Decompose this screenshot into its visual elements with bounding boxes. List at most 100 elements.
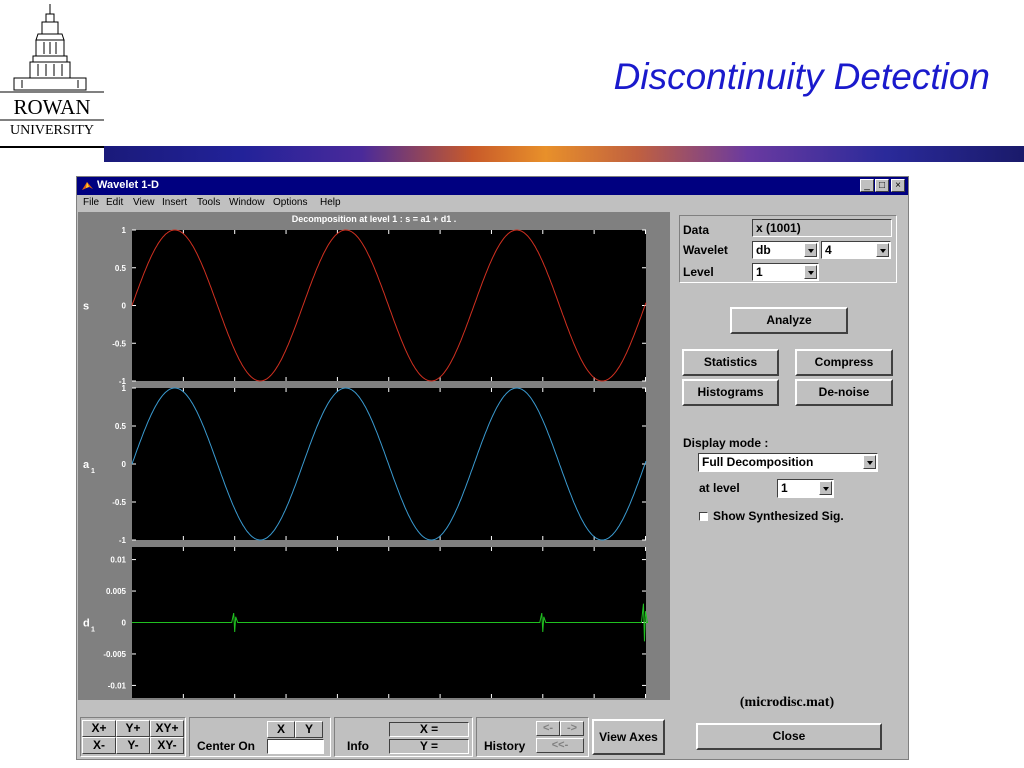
ylabel-s: s <box>83 301 89 313</box>
xtick-label: 800 <box>536 701 550 702</box>
ytick-label: -0.01 <box>108 681 127 690</box>
ylabel-d1: d <box>83 618 90 630</box>
menubar: File Edit View Insert Tools Window Optio… <box>77 195 908 212</box>
xtick-label: 700 <box>485 701 499 702</box>
ytick-label: -1 <box>119 536 127 545</box>
show-synth-label: Show Synthesized Sig. <box>713 509 844 523</box>
analyze-button[interactable]: Analyze <box>730 307 848 334</box>
zoom-xyminus-button[interactable]: XY- <box>150 737 184 754</box>
chevron-down-icon[interactable] <box>804 243 817 257</box>
ytick-label: 0 <box>122 619 127 628</box>
chevron-down-icon[interactable] <box>804 265 817 279</box>
histograms-button[interactable]: Histograms <box>682 379 779 406</box>
chevron-down-icon[interactable] <box>876 243 889 257</box>
window-title: Wavelet 1-D <box>97 179 159 191</box>
zoom-xplus-button[interactable]: X+ <box>82 720 116 737</box>
ytick-label: 0.01 <box>110 556 126 565</box>
ylabel-sub-d1: 1 <box>91 627 95 634</box>
xtick-label: 1000 <box>637 701 655 702</box>
zoom-yminus-button[interactable]: Y- <box>116 737 150 754</box>
series-line-d1 <box>132 603 649 642</box>
ytick-label: 0.5 <box>115 422 127 431</box>
ytick-label: 1 <box>122 384 127 393</box>
history-back-button[interactable]: <- <box>536 721 560 736</box>
history-first-button[interactable]: <<- <box>536 738 584 753</box>
center-y-button[interactable]: Y <box>295 721 323 738</box>
xtick-label: 300 <box>279 701 293 702</box>
compress-button[interactable]: Compress <box>795 349 893 376</box>
view-axes-button[interactable]: View Axes <box>592 719 665 755</box>
wavelet-label: Wavelet <box>683 243 728 257</box>
center-groupbox <box>189 717 331 757</box>
wavelet-order-select[interactable]: 4 <box>821 241 891 259</box>
ytick-label: 0 <box>122 460 127 469</box>
plot-title: Decomposition at level 1 : s = a1 + d1 . <box>291 214 457 224</box>
decomposition-plots[interactable]: 10.50-0.5-1s10.50-0.5-1a10.010.0050-0.00… <box>77 212 670 702</box>
history-forward-button[interactable]: -> <box>560 721 584 736</box>
at-level-label: at level <box>699 481 740 495</box>
info-groupbox <box>334 717 473 757</box>
display-mode-value: Full Decomposition <box>702 455 814 469</box>
series-line-a1 <box>131 387 647 541</box>
zoom-groupbox <box>80 717 186 757</box>
menu-options[interactable]: Options <box>273 197 308 208</box>
chevron-down-icon[interactable] <box>819 481 832 495</box>
data-groupbox <box>679 215 897 283</box>
xtick-label: 900 <box>587 701 601 702</box>
center-x-button[interactable]: X <box>267 721 295 738</box>
menu-window[interactable]: Window <box>229 197 265 208</box>
close-window-icon[interactable]: × <box>891 179 905 192</box>
statistics-button[interactable]: Statistics <box>682 349 779 376</box>
ytick-label: 0 <box>122 302 127 311</box>
level-select[interactable]: 1 <box>752 263 819 281</box>
level-label: Level <box>683 265 714 279</box>
menu-edit[interactable]: Edit <box>106 197 124 208</box>
menu-help[interactable]: Help <box>320 197 341 208</box>
minimize-icon[interactable]: _ <box>860 179 874 192</box>
ytick-label: -0.5 <box>112 498 126 507</box>
close-button[interactable]: Close <box>696 723 882 750</box>
window-titlebar[interactable]: Wavelet 1-D _ □ × <box>77 177 908 195</box>
denoise-button[interactable]: De-noise <box>795 379 893 406</box>
zoom-xminus-button[interactable]: X- <box>82 737 116 754</box>
ytick-label: 0.005 <box>106 587 127 596</box>
ytick-label: -0.005 <box>103 650 126 659</box>
info-x-readout: X = <box>389 722 469 737</box>
xtick-label: 100 <box>177 701 191 702</box>
at-level-select[interactable]: 1 <box>777 479 834 498</box>
menu-tools[interactable]: Tools <box>197 197 221 208</box>
ylabel-sub-a1: 1 <box>91 468 95 475</box>
data-value: x (1001) <box>752 219 892 237</box>
wavelet-window: Wavelet 1-D _ □ × File Edit View Insert … <box>76 176 909 760</box>
zoom-yplus-button[interactable]: Y+ <box>116 720 150 737</box>
header-gradient-bar <box>104 146 1024 162</box>
xtick-label: 500 <box>382 701 396 702</box>
slide-caption: (microdisc.mat) <box>739 695 835 710</box>
logo-text-university: UNIVERSITY <box>10 123 94 138</box>
series-line-s <box>131 229 647 382</box>
menu-insert[interactable]: Insert <box>162 197 188 208</box>
xtick-label: 400 <box>331 701 345 702</box>
ytick-label: -1 <box>119 377 127 386</box>
history-groupbox <box>476 717 589 757</box>
slide-title: Discontinuity Detection <box>613 56 990 97</box>
chevron-down-icon[interactable] <box>863 455 876 469</box>
display-mode-select[interactable]: Full Decomposition <box>698 453 878 472</box>
info-y-readout: Y = <box>389 739 469 754</box>
center-on-label: Center On <box>197 739 256 753</box>
menu-file[interactable]: File <box>83 197 100 208</box>
ytick-label: 0.5 <box>115 264 127 273</box>
wavelet-family-value: db <box>756 243 771 257</box>
maximize-icon[interactable]: □ <box>875 179 889 192</box>
ylabel-a1: a <box>83 459 90 471</box>
wavelet-family-select[interactable]: db <box>752 241 819 259</box>
history-label: History <box>484 739 526 753</box>
menu-view[interactable]: View <box>133 197 155 208</box>
matlab-icon <box>82 182 93 190</box>
ytick-label: 1 <box>122 226 127 235</box>
header-rule <box>0 146 104 148</box>
show-synth-checkbox[interactable] <box>699 512 708 521</box>
center-on-input[interactable] <box>267 739 324 754</box>
zoom-xyplus-button[interactable]: XY+ <box>150 720 184 737</box>
logo-text-rowan: ROWAN <box>13 95 91 119</box>
